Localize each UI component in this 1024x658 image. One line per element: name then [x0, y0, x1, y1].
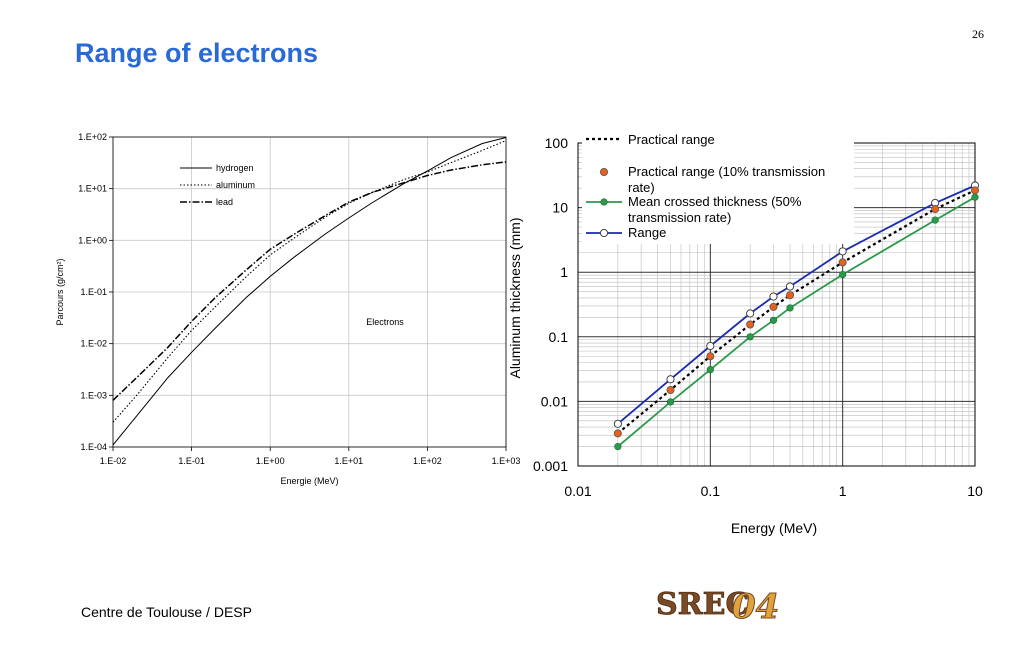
- right-point-mean: [786, 304, 794, 312]
- right-point-range: [613, 419, 622, 428]
- right-point-practical: [666, 386, 675, 395]
- right-point-range: [838, 247, 847, 256]
- right-point-mean: [769, 316, 778, 324]
- left-legend-label: hydrogen: [216, 163, 254, 173]
- right-point-practical: [746, 320, 755, 329]
- right-ytick-label: 1: [560, 264, 568, 280]
- right-point-range: [785, 282, 795, 291]
- left-chart-plot-group: 1.E-02 1.E-01 1.E+00 1.E+01 1.E+02 1.E+03 1.E-…: [55, 132, 520, 486]
- right-xtick-label: 1: [839, 483, 847, 499]
- left-legend-label: aluminum: [216, 180, 255, 190]
- right-ytick-label: 0.001: [533, 458, 568, 474]
- right-legend-background: [582, 128, 854, 244]
- right-point-practical: [931, 205, 940, 214]
- right-legend-label-mean: Mean crossed thickness (50% transmission …: [628, 194, 802, 225]
- right-point-mean: [666, 398, 675, 406]
- left-legend-label: lead: [216, 197, 233, 207]
- left-legend: hydrogen aluminum lead: [180, 163, 255, 207]
- right-legend-label-practical-range: Practical range: [628, 132, 715, 147]
- right-xtick-label: 0.1: [701, 483, 721, 499]
- right-point-range: [666, 375, 675, 384]
- left-ytick-label: 1.E-04: [80, 442, 107, 452]
- left-ytick-label: 1.E+02: [78, 132, 107, 142]
- right-ytick-label: 0.01: [541, 393, 568, 409]
- logo-numeral: 04: [732, 587, 779, 627]
- right-point-practical: [971, 186, 980, 195]
- right-point-mean: [931, 216, 939, 224]
- right-xtick-label: 10: [967, 483, 983, 499]
- right-y-axis-title: Aluminum thickness (mm): [507, 217, 523, 378]
- right-point-practical: [786, 291, 795, 300]
- right-ytick-label: 10: [552, 200, 568, 216]
- right-point-range: [746, 309, 755, 318]
- left-xtick-label: 1.E-02: [100, 456, 127, 466]
- right-xtick-label: 0.01: [564, 483, 591, 499]
- left-ytick-label: 1.E+00: [78, 235, 107, 245]
- left-x-axis-title: Energie (MeV): [280, 476, 338, 486]
- left-ytick-label: 1.E+01: [78, 184, 107, 194]
- right-legend-swatch-range-dot: [599, 228, 609, 238]
- right-point-mean: [971, 193, 979, 201]
- right-point-mean: [706, 366, 714, 374]
- right-point-practical: [706, 352, 715, 361]
- right-ytick-label: 0.1: [549, 329, 569, 345]
- legend-line-2: rate): [628, 180, 655, 195]
- right-point-practical: [838, 258, 847, 267]
- left-series-line-hydrogen: [112, 137, 507, 446]
- left-chart-annotation: Electrons: [366, 317, 404, 327]
- right-point-practical: [769, 302, 778, 311]
- right-legend-swatch-mean-dot: [600, 198, 608, 206]
- right-point-practical: [613, 429, 622, 438]
- left-xtick-label: 1.E-01: [178, 456, 205, 466]
- right-point-mean: [839, 270, 847, 279]
- legend-line-1: Mean crossed thickness (50%: [628, 194, 802, 209]
- left-xtick-label: 1.E+00: [256, 456, 285, 466]
- right-point-range: [706, 341, 715, 351]
- left-xtick-label: 1.E+03: [492, 456, 521, 466]
- left-series-line-aluminum: [112, 140, 507, 423]
- right-legend-label-practical-points: Practical range (10% transmission rate): [628, 164, 825, 195]
- srec-logo: SREC 04: [656, 587, 780, 628]
- left-xtick-label: 1.E+01: [334, 456, 363, 466]
- left-ytick-label: 1.E-01: [80, 287, 107, 297]
- left-xtick-label: 1.E+02: [413, 456, 442, 466]
- legend-line-2: transmission rate): [628, 210, 731, 225]
- right-point-range: [769, 292, 778, 301]
- left-ytick-label: 1.E-03: [80, 390, 107, 400]
- right-legend: Practical range Practical range (10% tran…: [582, 128, 854, 244]
- logo-text: SREC: [656, 587, 749, 622]
- right-point-mean: [614, 442, 622, 451]
- left-ytick-label: 1.E-02: [80, 339, 107, 349]
- footer-text: Centre de Toulouse / DESP: [81, 604, 252, 620]
- right-legend-label-range: Range: [628, 225, 666, 240]
- right-ytick-label: 100: [545, 135, 569, 151]
- legend-line-1: Practical range (10% transmission: [628, 164, 825, 179]
- right-chart-plot-group: 0.01 0.1 1 10 0.001 0.01 0.1 1 10 100 Energy (MeV)…: [507, 128, 983, 536]
- right-legend-swatch-practical-points: [600, 167, 609, 176]
- left-series-line-lead: [112, 161, 507, 401]
- left-y-axis-title: Parcours (g/cm²): [55, 258, 65, 325]
- slide-title: Range of electrons: [75, 38, 319, 68]
- page-number: 26: [972, 27, 984, 41]
- right-x-axis-title: Energy (MeV): [731, 520, 817, 536]
- right-point-mean: [746, 333, 754, 341]
